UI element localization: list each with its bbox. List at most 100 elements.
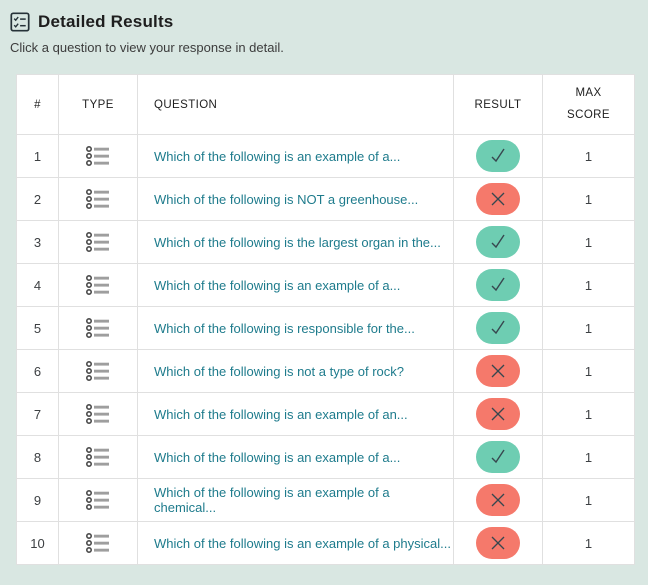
result-cell xyxy=(453,521,543,565)
multiple-choice-list-icon xyxy=(85,360,111,382)
check-icon xyxy=(491,320,505,335)
multiple-choice-list-icon xyxy=(85,274,111,296)
question-type-cell xyxy=(58,392,138,436)
result-badge-incorrect xyxy=(476,355,520,387)
result-badge-correct xyxy=(476,312,520,344)
multiple-choice-list-icon xyxy=(85,231,111,253)
question-cell: Which of the following is not a type of … xyxy=(137,349,454,393)
question-type-cell xyxy=(58,435,138,479)
result-cell xyxy=(453,392,543,436)
table-body: 1 Which of the following is an example o… xyxy=(16,134,635,565)
max-score-value: 1 xyxy=(542,521,635,565)
question-cell: Which of the following is an example of … xyxy=(137,435,454,479)
result-badge-incorrect xyxy=(476,484,520,516)
question-row[interactable]: 10 Which of the following is an example … xyxy=(16,521,635,565)
question-link[interactable]: Which of the following is an example of … xyxy=(154,535,451,551)
result-cell xyxy=(453,263,543,307)
question-link[interactable]: Which of the following is the largest or… xyxy=(154,234,441,250)
result-badge-incorrect xyxy=(476,183,520,215)
max-score-value: 1 xyxy=(542,392,635,436)
max-score-value: 1 xyxy=(542,435,635,479)
multiple-choice-list-icon xyxy=(85,145,111,167)
question-row[interactable]: 2 Which of the following is NOT a greenh… xyxy=(16,177,635,221)
question-link[interactable]: Which of the following is an example of … xyxy=(154,148,401,164)
question-link[interactable]: Which of the following is responsible fo… xyxy=(154,320,415,336)
question-link[interactable]: Which of the following is an example of … xyxy=(154,485,390,515)
multiple-choice-list-icon xyxy=(85,446,111,468)
question-link[interactable]: Which of the following is NOT a greenhou… xyxy=(154,191,419,207)
question-cell: Which of the following is NOT a greenhou… xyxy=(137,177,454,221)
multiple-choice-list-icon xyxy=(85,489,111,511)
cross-icon xyxy=(491,192,505,206)
col-header-question: QUESTION xyxy=(137,74,454,135)
max-score-value: 1 xyxy=(542,134,635,178)
question-number: 4 xyxy=(16,263,59,307)
question-link[interactable]: Which of the following is an example of … xyxy=(154,449,401,465)
question-type-cell xyxy=(58,177,138,221)
cross-icon xyxy=(491,536,505,550)
col-header-type: TYPE xyxy=(58,74,138,135)
max-score-value: 1 xyxy=(542,478,635,522)
question-type-cell xyxy=(58,220,138,264)
question-row[interactable]: 9 Which of the following is an example o… xyxy=(16,478,635,522)
check-icon xyxy=(491,277,505,292)
question-number: 2 xyxy=(16,177,59,221)
question-link[interactable]: Which of the following is an example of … xyxy=(154,277,401,293)
checklist-icon xyxy=(10,12,30,32)
result-badge-incorrect xyxy=(476,398,520,430)
question-cell: Which of the following is an example of … xyxy=(137,134,454,178)
question-link[interactable]: Which of the following is an example of … xyxy=(154,406,408,422)
result-badge-correct xyxy=(476,140,520,172)
question-number: 9 xyxy=(16,478,59,522)
question-cell: Which of the following is an example of … xyxy=(137,392,454,436)
question-type-cell xyxy=(58,134,138,178)
result-cell xyxy=(453,435,543,479)
question-cell: Which of the following is the largest or… xyxy=(137,220,454,264)
results-header: Detailed Results Click a question to vie… xyxy=(0,0,648,55)
multiple-choice-list-icon xyxy=(85,317,111,339)
question-row[interactable]: 1 Which of the following is an example o… xyxy=(16,134,635,178)
col-header-number: # xyxy=(16,74,59,135)
multiple-choice-list-icon xyxy=(85,403,111,425)
col-header-result: RESULT xyxy=(453,74,543,135)
page-subtitle: Click a question to view your response i… xyxy=(10,40,284,55)
question-row[interactable]: 6 Which of the following is not a type o… xyxy=(16,349,635,393)
question-row[interactable]: 4 Which of the following is an example o… xyxy=(16,263,635,307)
result-cell xyxy=(453,177,543,221)
question-row[interactable]: 8 Which of the following is an example o… xyxy=(16,435,635,479)
question-link[interactable]: Which of the following is not a type of … xyxy=(154,363,405,379)
question-number: 3 xyxy=(16,220,59,264)
cross-icon xyxy=(491,407,505,421)
question-type-cell xyxy=(58,521,138,565)
check-icon xyxy=(491,148,505,163)
table-header-row: # TYPE QUESTION RESULT MAX SCORE xyxy=(16,74,635,135)
title-row: Detailed Results xyxy=(10,12,638,32)
max-score-value: 1 xyxy=(542,263,635,307)
check-icon xyxy=(491,449,505,464)
multiple-choice-list-icon xyxy=(85,532,111,554)
question-number: 1 xyxy=(16,134,59,178)
question-row[interactable]: 7 Which of the following is an example o… xyxy=(16,392,635,436)
col-header-max-score: MAX SCORE xyxy=(542,74,635,135)
result-badge-correct xyxy=(476,269,520,301)
question-type-cell xyxy=(58,263,138,307)
question-row[interactable]: 5 Which of the following is responsible … xyxy=(16,306,635,350)
question-number: 8 xyxy=(16,435,59,479)
max-score-value: 1 xyxy=(542,220,635,264)
result-cell xyxy=(453,134,543,178)
max-score-value: 1 xyxy=(542,349,635,393)
check-icon xyxy=(491,234,505,249)
question-cell: Which of the following is responsible fo… xyxy=(137,306,454,350)
question-number: 5 xyxy=(16,306,59,350)
result-badge-incorrect xyxy=(476,527,520,559)
question-number: 10 xyxy=(16,521,59,565)
result-cell xyxy=(453,306,543,350)
question-type-cell xyxy=(58,349,138,393)
result-cell xyxy=(453,349,543,393)
max-score-value: 1 xyxy=(542,177,635,221)
results-table: # TYPE QUESTION RESULT MAX SCORE 1 xyxy=(16,74,635,565)
question-cell: Which of the following is an example of … xyxy=(137,521,454,565)
question-type-cell xyxy=(58,306,138,350)
question-row[interactable]: 3 Which of the following is the largest … xyxy=(16,220,635,264)
